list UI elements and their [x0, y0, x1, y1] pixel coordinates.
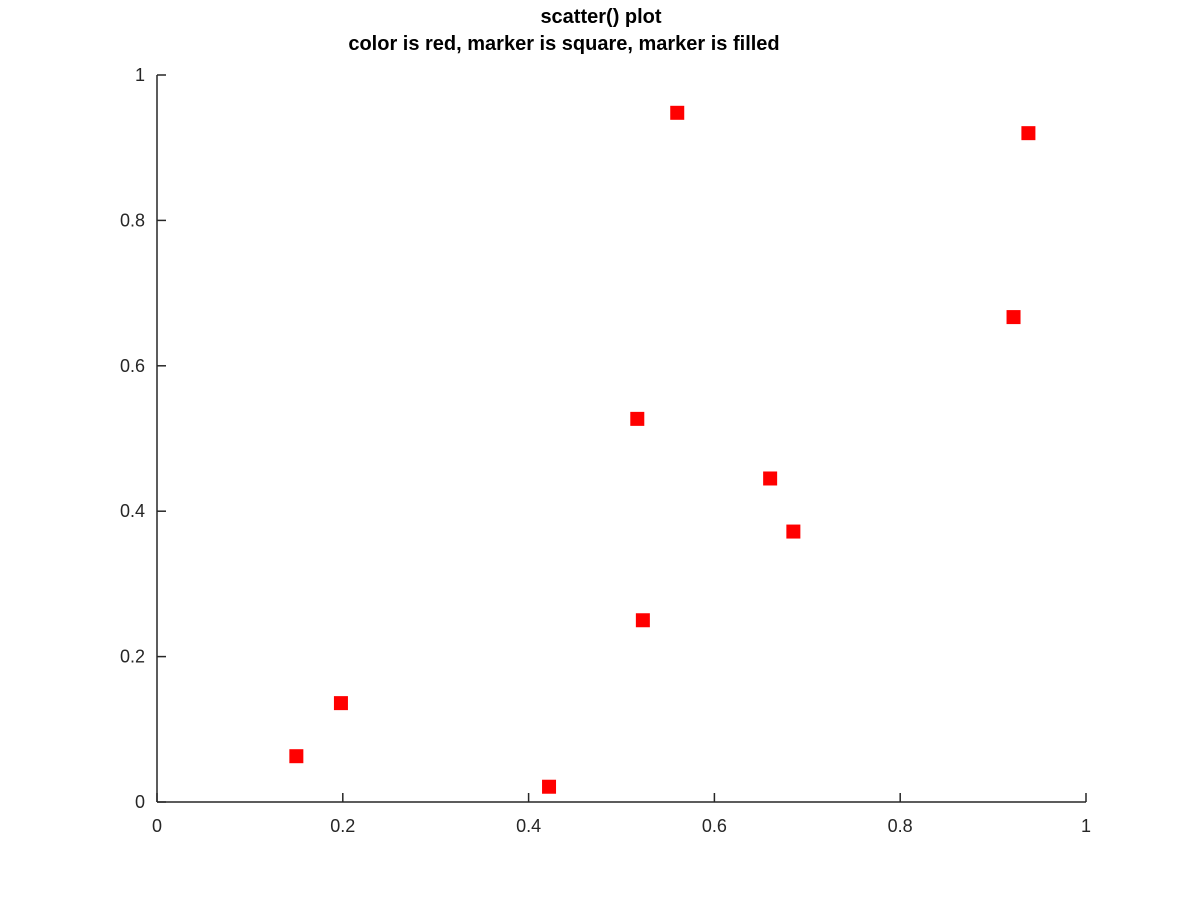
scatter-point	[670, 105, 685, 120]
scatter-point	[786, 524, 801, 539]
chart-title: scatter() plot	[540, 6, 661, 28]
y-tick-label: 0	[135, 792, 145, 812]
scatter-point	[542, 779, 557, 794]
scatter-point	[289, 749, 304, 764]
y-tick-label: 0.4	[120, 501, 145, 521]
x-tick-label: 0.4	[516, 816, 541, 836]
data-points	[289, 105, 1036, 794]
y-tick-label: 0.8	[120, 210, 145, 230]
x-tick-label: 0	[152, 816, 162, 836]
y-tick-label: 0.2	[120, 647, 145, 667]
scatter-point	[1021, 126, 1036, 141]
axis-ticks: 0 0.2 0.4 0.6 0.8 1 0 0.2 0.4 0.6 0.8 1	[120, 65, 1091, 836]
y-tick-label: 1	[135, 65, 145, 85]
x-tick-label: 0.8	[888, 816, 913, 836]
scatter-point	[333, 696, 348, 711]
scatter-point	[1006, 310, 1021, 325]
x-tick-label: 1	[1081, 816, 1091, 836]
scatter-point	[763, 471, 778, 486]
scatter-point	[630, 411, 645, 426]
scatter-point	[635, 613, 650, 628]
chart-subtitle: color is red, marker is square, marker i…	[348, 33, 779, 55]
y-tick-label: 0.6	[120, 356, 145, 376]
x-tick-label: 0.2	[330, 816, 355, 836]
plot-axes	[156, 75, 1086, 803]
x-tick-label: 0.6	[702, 816, 727, 836]
